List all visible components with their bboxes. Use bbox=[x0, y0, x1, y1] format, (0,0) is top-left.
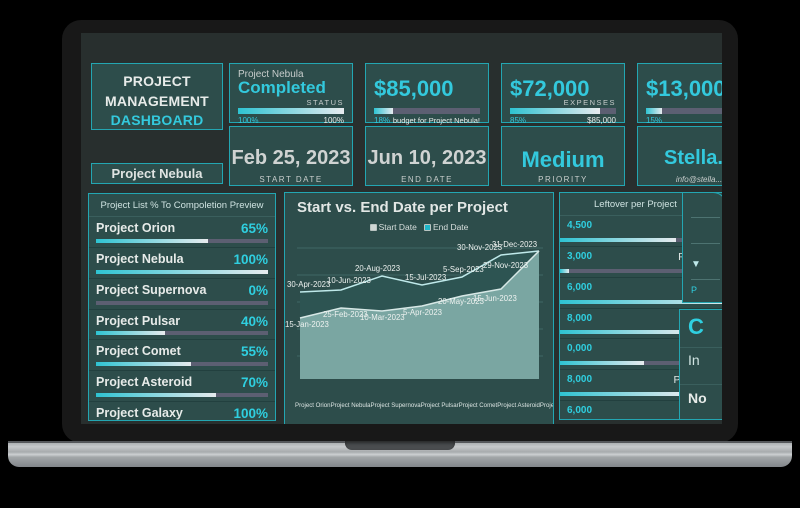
svg-text:15-Jun-2023: 15-Jun-2023 bbox=[473, 294, 517, 303]
svg-text:15-Jan-2023: 15-Jan-2023 bbox=[285, 320, 329, 329]
svg-text:30-Apr-2023: 30-Apr-2023 bbox=[287, 280, 330, 289]
svg-text:10-Mar-2023: 10-Mar-2023 bbox=[360, 313, 405, 322]
svg-text:20-Aug-2023: 20-Aug-2023 bbox=[355, 264, 400, 273]
svg-text:10-Jun-2023: 10-Jun-2023 bbox=[327, 276, 371, 285]
svg-text:5-Sep-2023: 5-Sep-2023 bbox=[443, 265, 484, 274]
svg-text:5-Apr-2023: 5-Apr-2023 bbox=[403, 308, 442, 317]
svg-text:29-Nov-2023: 29-Nov-2023 bbox=[483, 261, 528, 270]
svg-text:15-Jul-2023: 15-Jul-2023 bbox=[405, 273, 446, 282]
svg-text:31-Dec-2023: 31-Dec-2023 bbox=[492, 240, 537, 249]
